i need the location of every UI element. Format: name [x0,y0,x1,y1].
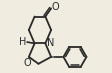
Text: H: H [19,37,26,47]
Text: O: O [23,58,30,68]
Text: N: N [46,38,54,48]
Text: O: O [51,2,59,12]
